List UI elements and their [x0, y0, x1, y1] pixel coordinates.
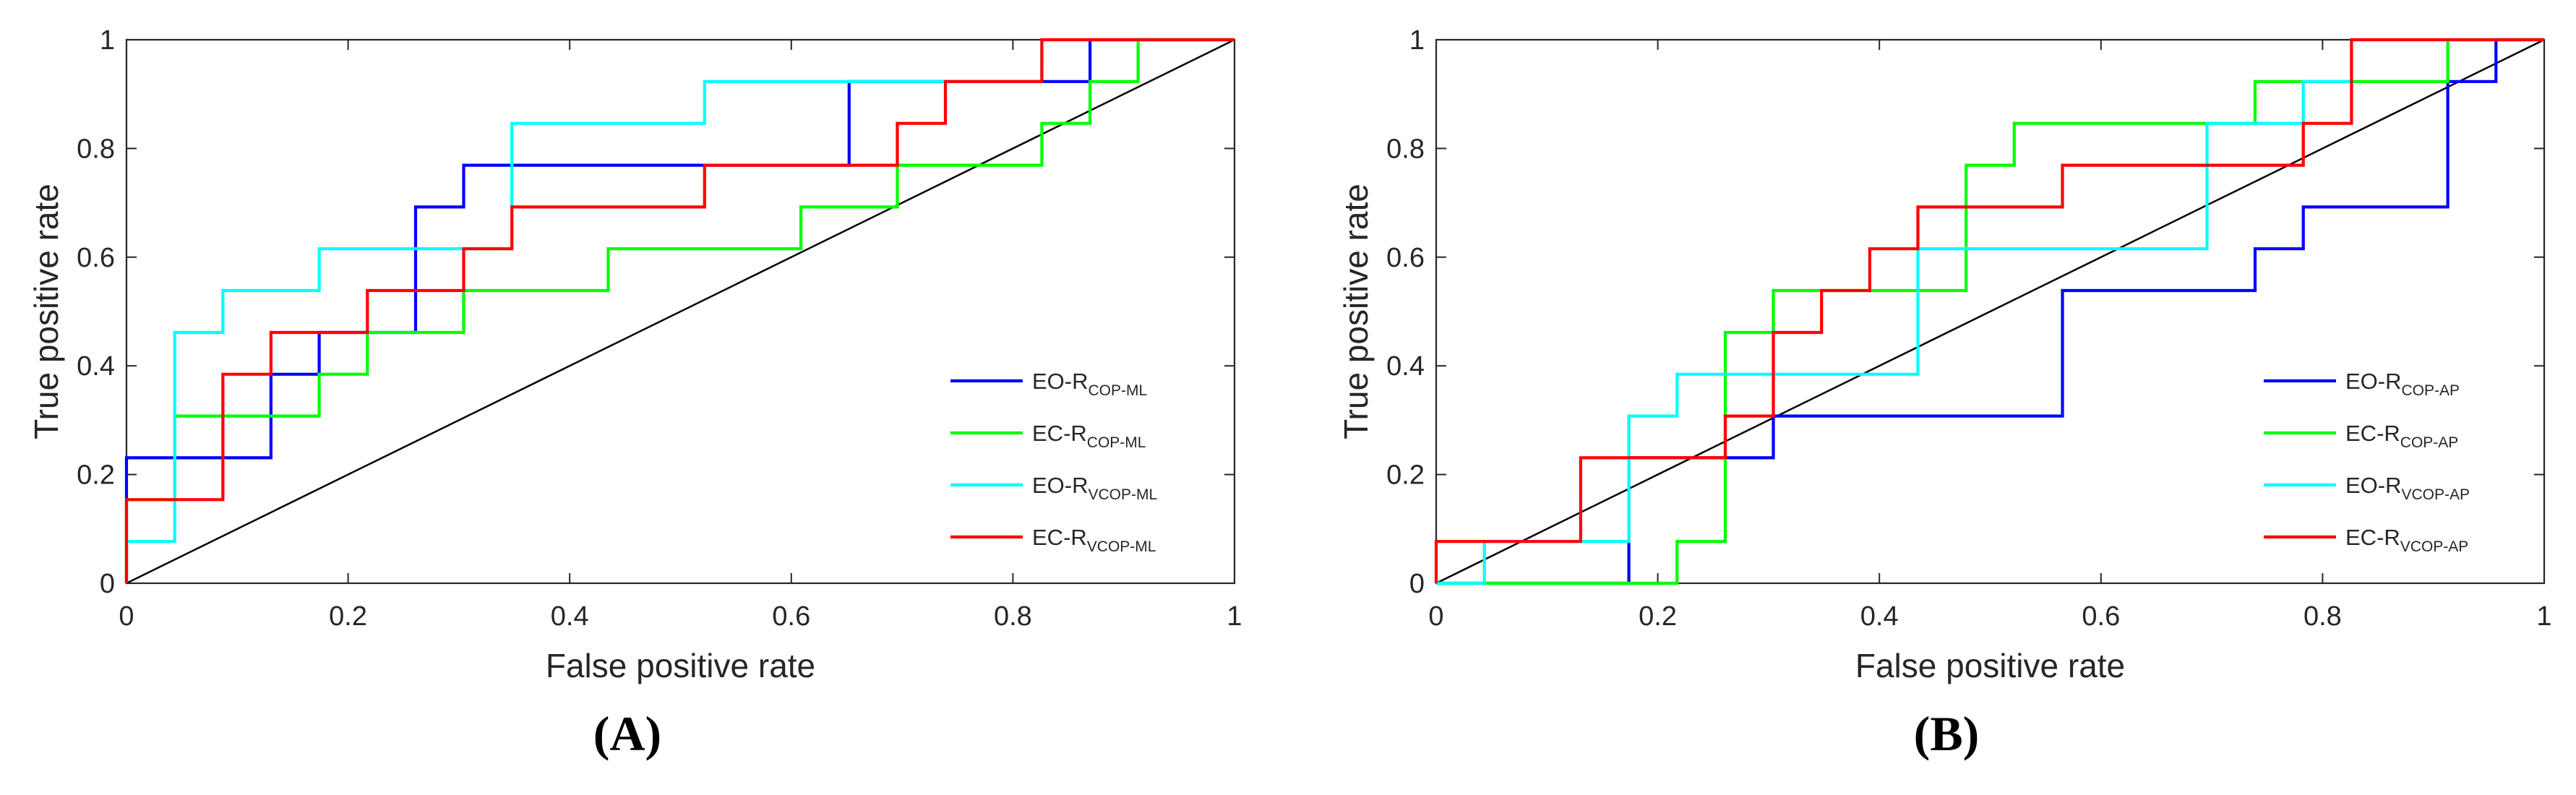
roc-curve-ec-r-vcop-ap: [1434, 38, 2544, 583]
legend-entry: EO-RCOP-AP: [2345, 369, 2460, 399]
x-tick-label: 0: [1428, 601, 1443, 632]
legend-entry: EC-RVCOP-ML: [1032, 525, 1156, 555]
y-tick-label: 0.6: [77, 243, 115, 273]
legend-entry: EO-RCOP-ML: [1032, 369, 1147, 399]
chart-panel-b: 0 0.2 0.4 0.6 0.8 1 0 0.2 0.4 0.6 0.8 1 False positi…: [1337, 25, 2552, 761]
legend-entry: EO-RVCOP-AP: [2345, 473, 2470, 503]
y-axis-title: True positive rate: [1337, 184, 1375, 439]
y-tick-label: 0.4: [1386, 351, 1425, 382]
y-tick-label: 0.6: [1386, 243, 1425, 273]
x-tick-label: 0.8: [994, 601, 1032, 632]
x-tick-label: 0.4: [1860, 601, 1899, 632]
y-tick-label: 0.2: [1386, 460, 1425, 491]
x-tick-label: 1: [1227, 601, 1242, 632]
y-tick-label: 0: [1409, 569, 1425, 599]
legend-entry: EC-RVCOP-AP: [2345, 525, 2468, 555]
x-tick-label: 0.8: [2304, 601, 2342, 632]
x-tick-label: 0.6: [2082, 601, 2120, 632]
panel-label: (B): [1914, 706, 1980, 761]
x-tick-label: 0.2: [329, 601, 367, 632]
legend-box: [947, 379, 1196, 571]
x-axis-title: False positive rate: [546, 647, 815, 684]
y-tick-label: 0.2: [77, 460, 115, 491]
legend: EO-RCOP-AP EC-RCOP-AP EO-RVCOP-AP EC-RVCOP-…: [2260, 369, 2510, 571]
x-tick-label: 0.2: [1639, 601, 1677, 632]
legend-entry: EO-RVCOP-ML: [1032, 473, 1157, 503]
y-tick-label: 0.8: [1386, 134, 1425, 164]
x-axis-title: False positive rate: [1855, 647, 2125, 684]
y-axis-title: True positive rate: [27, 184, 65, 439]
panel-label: (A): [593, 706, 661, 761]
y-tick-label: 1: [1409, 25, 1425, 56]
y-tick-label: 0.4: [77, 351, 115, 382]
legend-box: [2260, 379, 2510, 571]
x-tick-label: 1: [2536, 601, 2551, 632]
y-tick-label: 0.8: [77, 134, 115, 164]
chance-diagonal-line: [1435, 38, 2545, 585]
legend-entry: EC-RCOP-ML: [1032, 421, 1146, 451]
chart-panel-a: 0 0.2 0.4 0.6 0.8 1 0 0.2 0.4 0.6 0.8 1 False positi…: [27, 25, 1242, 761]
chance-diagonal-line: [126, 38, 1235, 585]
y-tick-label: 0: [100, 569, 115, 599]
roc-curve-ec-r-vcop-ml: [124, 38, 1235, 583]
x-tick-label: 0: [119, 601, 134, 632]
legend-entry: EC-RCOP-AP: [2345, 421, 2458, 451]
y-tick-label: 1: [100, 25, 115, 56]
x-tick-label: 0.4: [551, 601, 589, 632]
x-tick-label: 0.6: [772, 601, 810, 632]
roc-curve-ec-r-cop-ml: [124, 38, 1235, 583]
legend: EO-RCOP-ML EC-RCOP-ML EO-RVCOP-ML EC-RVCOP-…: [947, 369, 1196, 571]
